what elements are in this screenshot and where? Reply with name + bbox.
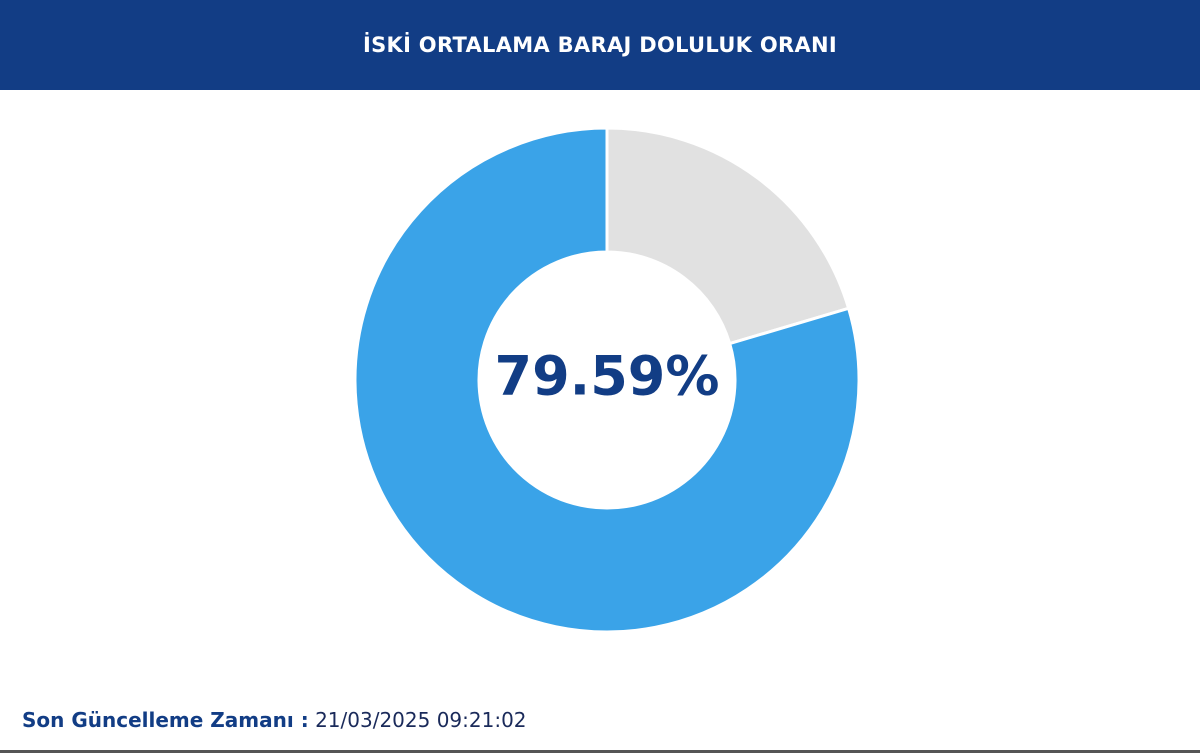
chart: 79.59%: [353, 126, 861, 634]
footer: Son Güncelleme Zamanı : 21/03/2025 09:21…: [22, 708, 527, 732]
chart-title: İSKİ ORTALAMA BARAJ DOLULUK ORANI: [0, 0, 1200, 90]
footer-value: 21/03/2025 09:21:02: [315, 708, 527, 732]
slice: [353, 126, 861, 634]
slice: [605, 126, 851, 346]
bottom-border: [0, 750, 1200, 753]
center-label: 79.59%: [495, 345, 720, 408]
footer-label: Son Güncelleme Zamanı :: [22, 708, 309, 732]
